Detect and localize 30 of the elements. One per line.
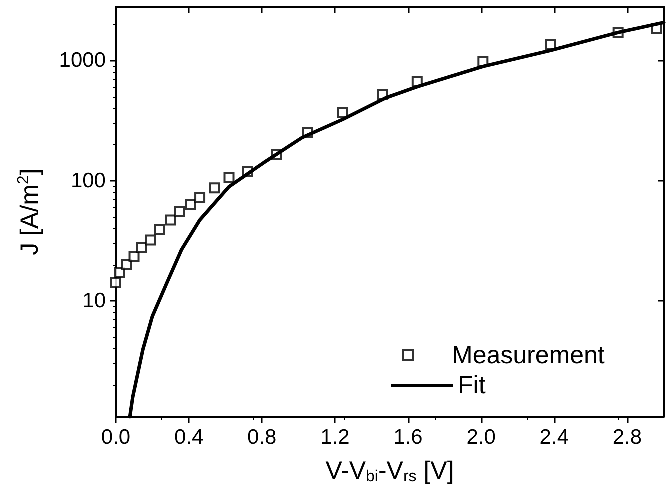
point — [114, 267, 126, 278]
x-tick-label: 2.4 — [540, 426, 570, 449]
x-tick-label: 1.2 — [320, 426, 350, 449]
point — [154, 224, 166, 236]
y-tick-label: 10 — [82, 289, 106, 312]
x-tick-label: 2.0 — [466, 426, 496, 449]
legend-label: Measurement — [452, 342, 605, 370]
point — [110, 277, 122, 288]
y-tick-label: 100 — [70, 169, 106, 192]
point — [185, 199, 196, 210]
point — [136, 242, 148, 254]
y-axis-title: J [A/m2] — [16, 168, 44, 256]
point — [145, 234, 156, 246]
point — [209, 182, 220, 194]
point — [224, 172, 235, 184]
point — [174, 206, 186, 218]
x-tick-label: 1.6 — [394, 426, 423, 449]
legend-label: Fit — [458, 372, 486, 400]
x-axis-title: V-Vbi-Vrs [V] — [326, 457, 454, 486]
x-tick-label: 0.0 — [101, 426, 131, 449]
point — [165, 214, 176, 226]
point — [128, 251, 140, 262]
y-tick-label: 1000 — [59, 49, 106, 72]
point — [545, 39, 556, 50]
point — [337, 107, 348, 118]
x-tick-label: 0.4 — [174, 426, 204, 449]
x-tick-label: 0.8 — [248, 426, 277, 449]
point — [194, 192, 206, 204]
x-tick-label: 2.8 — [612, 426, 642, 449]
point — [121, 259, 132, 270]
